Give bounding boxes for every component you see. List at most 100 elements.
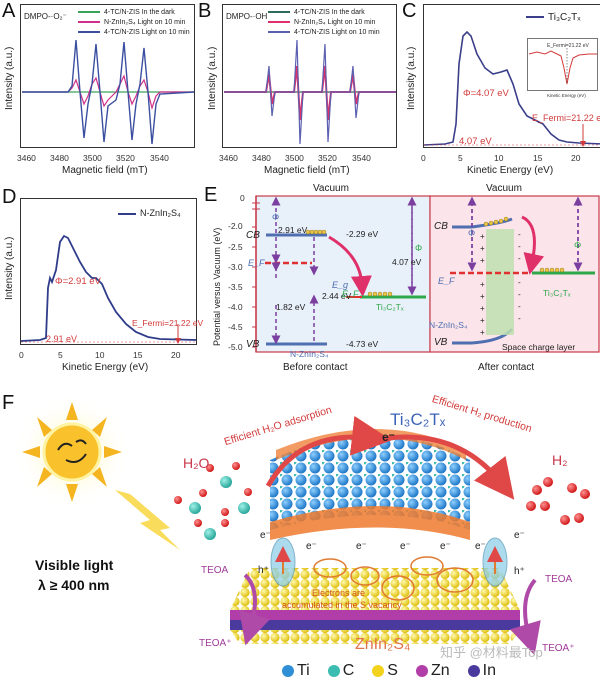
panel-e-diagram: + + + + + + + + - - - - - - - xyxy=(252,195,600,353)
svg-text:-: - xyxy=(518,302,521,311)
panel-label-f: F xyxy=(2,392,15,414)
panel-d-phi: Φ=2.91 eV xyxy=(55,276,101,287)
panel-b-legend-nzis: N-ZnIn₂S₄ Light on 10 min xyxy=(268,18,375,27)
panel-a-legend-nzis: N-ZnIn₂S₄ Light on 10 min xyxy=(78,18,185,27)
panel-f-e-minus: e⁻ xyxy=(306,541,317,552)
panel-label-d: D xyxy=(2,186,17,208)
panel-c-xtick: 5 xyxy=(458,153,463,163)
panel-f-e-minus: e⁻ xyxy=(514,530,525,541)
panel-f-h2: H₂ xyxy=(552,452,568,468)
panel-f-h2o: H₂O xyxy=(183,455,210,471)
panel-e-before-eg-value: 2.44 eV xyxy=(322,291,352,301)
panel-e-before-material-left: N-ZnIn₂S₄ xyxy=(290,349,329,359)
panel-f-h-plus-left: h⁺ xyxy=(258,565,269,576)
panel-d-xtick: 5 xyxy=(58,350,63,360)
panel-e-ytick: -5.0 xyxy=(228,342,243,352)
panel-e-before-phi: Φ xyxy=(272,212,280,222)
panel-a-plot: DMPO-·O₂⁻ xyxy=(20,4,195,148)
panel-f-teoa-right: TEOA xyxy=(545,574,573,585)
panel-a-legend-4tc: 4-TC/N-ZIS Light on 10 min xyxy=(78,28,190,37)
panel-f-e-top: e⁻ xyxy=(382,430,396,444)
panel-e-before-material-right: Ti₃C₂Tₓ xyxy=(376,302,404,312)
panel-c-xlabel: Kinetic Energy (eV) xyxy=(467,165,554,176)
panel-d-xlabel: Kinetic Energy (eV) xyxy=(62,362,149,373)
panel-c-xtick: 0 xyxy=(421,153,426,163)
panel-e-after-material-right: Ti₃C₂Tₓ xyxy=(543,288,571,298)
panel-e-vacuum-right: Vacuum xyxy=(486,183,522,194)
panel-b-xtick: 3540 xyxy=(352,153,371,163)
panel-b-legend-4tc: 4-TC/N-ZIS Light on 10 min xyxy=(268,28,380,37)
panel-e-ytick: -2.0 xyxy=(228,221,243,231)
panel-e-before-right-phi: Φ xyxy=(415,243,423,253)
panel-b-xtick: 3520 xyxy=(318,153,337,163)
panel-e-before-cb-value: -2.29 eV xyxy=(346,229,379,239)
panel-a-ylabel: Intensity (a.u.) xyxy=(4,46,15,110)
panel-f-mxene-label: Ti₃C₂Tₓ xyxy=(390,410,446,429)
panel-c-inset: E_Fermi=21.22 eV Kinetic Energy (eV) xyxy=(527,38,598,98)
panel-f-vacancy-line1: Electrons are xyxy=(312,588,366,598)
panel-f-teoa-right-plus: TEOA⁺ xyxy=(542,643,575,654)
panel-label-c: C xyxy=(402,0,417,22)
panel-e-before-cb: CB xyxy=(246,230,260,241)
panel-a-xtick: 3460 xyxy=(17,153,36,163)
svg-text:+: + xyxy=(480,256,485,265)
panel-e-before-vb-value: -4.73 eV xyxy=(346,339,379,349)
panel-e-before-right-ef: E_F xyxy=(342,289,359,299)
panel-e-after-cb: CB xyxy=(434,221,448,232)
svg-text:-: - xyxy=(518,290,521,299)
svg-text:+: + xyxy=(480,292,485,301)
atom-legend-s: S xyxy=(372,662,398,680)
panel-f-visible-light: Visible light xyxy=(35,557,114,573)
panel-c-legend: Ti₃C₂Tₓ xyxy=(526,12,581,23)
panel-f-e-minus: e⁻ xyxy=(400,541,411,552)
panel-c-inset-annotation: E_Fermi=21.22 eV xyxy=(547,43,589,49)
panel-d-xtick: 10 xyxy=(95,350,105,360)
panel-e-after-space-charge: Space charge layer xyxy=(502,342,576,352)
panel-e-ytick: 0 xyxy=(240,193,245,203)
panel-f-e-minus: e⁻ xyxy=(260,530,271,541)
panel-e-ytick: -4.0 xyxy=(228,302,243,312)
watermark: 知乎 @材料最Top xyxy=(440,645,543,660)
panel-f-teoa-left-plus: TEOA⁺ xyxy=(199,638,232,649)
ti-ball-icon xyxy=(282,664,294,677)
panel-b-xtick: 3500 xyxy=(285,153,304,163)
panel-b-legend-dark: 4-TC/N-ZIS In the dark xyxy=(268,8,365,17)
panel-d-onset: 2.91 eV xyxy=(46,334,78,344)
panel-e-after-material-left: N-ZnIn₂S₄ xyxy=(429,320,468,330)
panel-f-wavelength: λ ≥ 400 nm xyxy=(38,577,110,593)
panel-e-after-vb: VB xyxy=(434,337,448,348)
panel-a-xlabel: Magnetic field (mT) xyxy=(62,165,148,176)
svg-text:-: - xyxy=(518,314,521,323)
in-ball-icon xyxy=(467,664,480,677)
panel-b-ylabel: Intensity (a.u.) xyxy=(207,46,218,110)
panel-c-onset: 4.07 eV xyxy=(459,136,492,147)
panel-e-after-caption: After contact xyxy=(478,362,535,373)
panel-c-xtick: 20 xyxy=(571,153,581,163)
panel-d-xtick: 0 xyxy=(19,350,24,360)
panel-e-vacuum-left: Vacuum xyxy=(313,183,349,194)
panel-label-b: B xyxy=(198,0,212,22)
panel-f-vacancy-line2: accumulated in the S vacancy xyxy=(282,600,402,610)
panel-b-title: DMPO-·OH xyxy=(226,12,268,21)
panel-e-before-ef-vb-value: 1.82 eV xyxy=(276,302,306,312)
panel-b-xlabel: Magnetic field (mT) xyxy=(264,165,350,176)
panel-e-ytick: -3.0 xyxy=(228,262,243,272)
panel-b-plot: DMPO-·OH xyxy=(222,4,397,148)
panel-b-xtick: 3480 xyxy=(252,153,271,163)
svg-text:+: + xyxy=(480,244,485,253)
panel-d-efermi: E_Fermi=21.22 eV xyxy=(132,318,204,328)
panel-e-ytick: -2.5 xyxy=(228,242,243,252)
panel-label-e: E xyxy=(204,184,218,206)
panel-c-ylabel: Intensity (a.u.) xyxy=(406,46,417,110)
panel-f-e-minus: e⁻ xyxy=(475,541,486,552)
s-ball-icon xyxy=(372,664,385,677)
zn-ball-icon xyxy=(415,664,428,677)
c-ball-icon xyxy=(327,664,340,677)
panel-f-teoa-left: TEOA xyxy=(201,565,229,576)
panel-c-xtick: 10 xyxy=(494,153,504,163)
panel-f-znins-label: ZnIn₂S₄ xyxy=(355,636,411,653)
panel-a-xtick: 3480 xyxy=(50,153,69,163)
panel-a-title: DMPO-·O₂⁻ xyxy=(24,12,67,21)
atom-legend-ti: Ti xyxy=(282,662,310,680)
panel-e-before-caption: Before contact xyxy=(283,362,348,373)
